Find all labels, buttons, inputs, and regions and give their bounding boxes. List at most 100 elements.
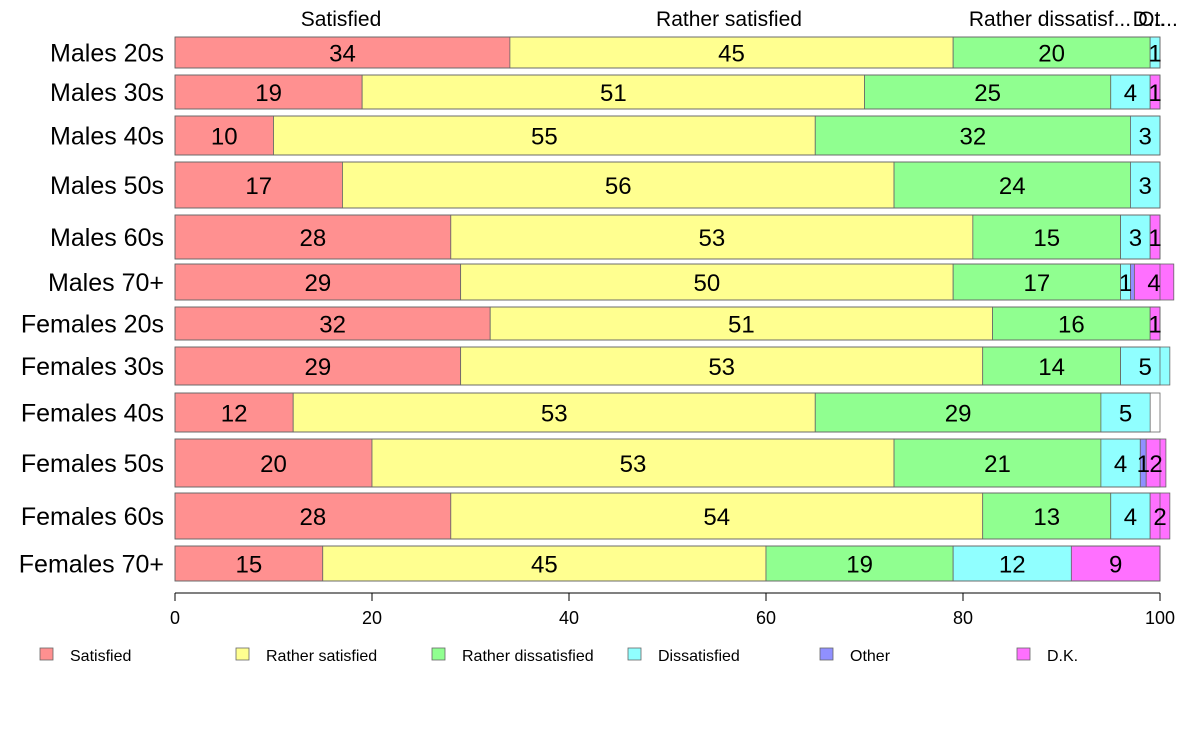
data-label: 16 bbox=[1058, 312, 1085, 339]
data-label: 4 bbox=[1124, 80, 1137, 107]
bar-segment bbox=[1130, 161, 1161, 209]
bar-outline bbox=[174, 392, 1161, 433]
row-label: Males 50s bbox=[50, 172, 164, 200]
legend-label: Rather dissatisfied bbox=[462, 648, 594, 665]
legend-label: Satisfied bbox=[70, 648, 131, 665]
bar-outline bbox=[174, 161, 1161, 209]
bar-outline bbox=[174, 306, 1161, 341]
row-label: Females 20s bbox=[21, 311, 164, 339]
top-category-label: Satisfied bbox=[301, 8, 382, 31]
data-label: 32 bbox=[319, 312, 346, 339]
top-category-label: Ot... bbox=[1138, 8, 1178, 31]
data-label: 53 bbox=[698, 225, 725, 252]
x-tick-label: 100 bbox=[1145, 608, 1175, 628]
data-label: 56 bbox=[605, 173, 632, 200]
data-label: 2 bbox=[1153, 504, 1166, 531]
bar-outline bbox=[174, 346, 1161, 386]
bar-outline bbox=[174, 545, 1161, 582]
data-label: 45 bbox=[718, 41, 745, 68]
data-label: 1 bbox=[1148, 225, 1161, 252]
row-label: Females 60s bbox=[21, 503, 164, 531]
data-label: 34 bbox=[329, 41, 356, 68]
bar-outline bbox=[174, 74, 1161, 110]
bar-segment bbox=[893, 438, 1102, 488]
bar-segment bbox=[174, 214, 452, 260]
data-label: 3 bbox=[1129, 225, 1142, 252]
data-label: 17 bbox=[1024, 270, 1051, 297]
data-label: 28 bbox=[300, 225, 327, 252]
data-label: 20 bbox=[1038, 41, 1065, 68]
row-label: Males 40s bbox=[50, 123, 164, 151]
bar-segment bbox=[1070, 545, 1161, 582]
data-label: 4 bbox=[1114, 451, 1127, 478]
data-label: 20 bbox=[260, 451, 287, 478]
data-label: 25 bbox=[974, 80, 1001, 107]
legend-label: Dissatisfied bbox=[658, 648, 740, 665]
legend-swatch bbox=[1016, 647, 1031, 661]
x-axis: 0 20 40 60 80 100 bbox=[170, 592, 1175, 628]
data-label: 9 bbox=[1109, 552, 1122, 579]
bar-segment bbox=[1110, 492, 1151, 540]
bar-segment bbox=[174, 306, 491, 341]
bar-outline bbox=[174, 214, 1161, 260]
bar-outline bbox=[174, 492, 1161, 540]
bar-segment bbox=[273, 115, 816, 156]
legend: Satisfied Rather satisfied Rather dissatis… bbox=[39, 647, 1078, 665]
legend-label: Other bbox=[850, 648, 891, 665]
data-label: 21 bbox=[984, 451, 1011, 478]
data-label: 54 bbox=[703, 504, 730, 531]
bar-segment bbox=[174, 545, 324, 582]
x-tick-label: 40 bbox=[559, 608, 579, 628]
data-label: 10 bbox=[211, 124, 238, 151]
bar-segment bbox=[371, 438, 895, 488]
legend-swatch bbox=[431, 647, 446, 661]
bar-outline bbox=[174, 263, 1161, 301]
data-label: 53 bbox=[708, 354, 735, 381]
x-tick-label: 80 bbox=[953, 608, 973, 628]
legend-label: D.K. bbox=[1047, 648, 1078, 665]
top-category-labels: Satisfied Rather satisfied Rather dissatis… bbox=[301, 8, 1178, 31]
top-category-label: Rather dissatisf... bbox=[969, 8, 1131, 31]
legend-item: Dissatisfied bbox=[627, 647, 740, 665]
data-label: 15 bbox=[1033, 225, 1060, 252]
bar-segment bbox=[1130, 115, 1161, 156]
data-label: 53 bbox=[620, 451, 647, 478]
segment-value-labels: 34 45 20 119 51 25 4 110 55 32 317 56 24 328 53 15 3 129 5… bbox=[211, 41, 1167, 579]
legend-swatch bbox=[819, 647, 834, 661]
row-label: Females 30s bbox=[21, 353, 164, 381]
data-label: 14 bbox=[1038, 354, 1065, 381]
data-label: 5 bbox=[1139, 354, 1152, 381]
bar-segment bbox=[893, 161, 1131, 209]
bar-outline bbox=[174, 438, 1161, 488]
bar-segment bbox=[1110, 74, 1151, 110]
data-label: 1 bbox=[1148, 312, 1161, 339]
data-label: 13 bbox=[1033, 504, 1060, 531]
data-label: 3 bbox=[1139, 124, 1152, 151]
data-label: 55 bbox=[531, 124, 558, 151]
bar-segment bbox=[450, 492, 984, 540]
row-label: Females 40s bbox=[21, 400, 164, 428]
data-label: 29 bbox=[945, 401, 972, 428]
row-label: Males 30s bbox=[50, 79, 164, 107]
bar-segment bbox=[992, 306, 1151, 341]
data-label: 2 bbox=[1149, 451, 1162, 478]
legend-swatch bbox=[627, 647, 642, 661]
data-label: 5 bbox=[1119, 401, 1132, 428]
data-label: 29 bbox=[304, 270, 331, 297]
legend-item: Other bbox=[819, 647, 891, 665]
legend-swatch bbox=[39, 647, 54, 661]
data-label: 12 bbox=[221, 401, 248, 428]
row-label: Males 70+ bbox=[48, 269, 164, 297]
data-label: 4 bbox=[1147, 270, 1160, 297]
bar-segment bbox=[174, 392, 294, 433]
data-label: 1 bbox=[1148, 80, 1161, 107]
bar-segment bbox=[460, 263, 954, 301]
row-label: Males 20s bbox=[50, 40, 164, 68]
row-label: Females 50s bbox=[21, 450, 164, 478]
data-label: 4 bbox=[1124, 504, 1137, 531]
data-label: 53 bbox=[541, 401, 568, 428]
x-tick-label: 0 bbox=[170, 608, 180, 628]
bar-segment bbox=[1133, 263, 1175, 301]
legend-swatch bbox=[235, 647, 250, 661]
